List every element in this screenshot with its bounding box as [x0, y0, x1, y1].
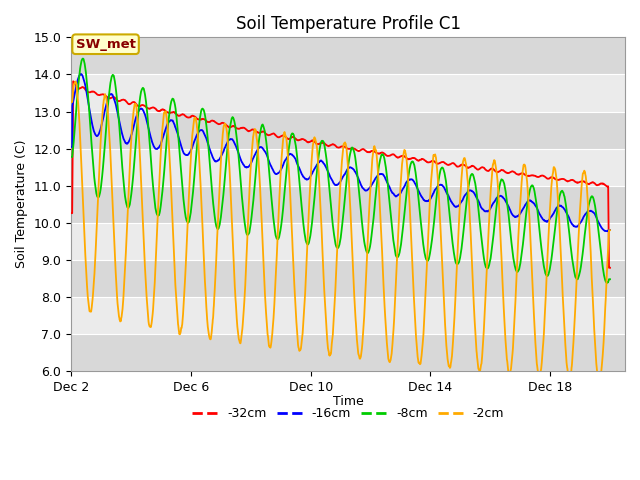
Text: SW_met: SW_met [76, 38, 136, 51]
Y-axis label: Soil Temperature (C): Soil Temperature (C) [15, 140, 28, 268]
Bar [71, 186, 625, 223]
Title: Soil Temperature Profile C1: Soil Temperature Profile C1 [236, 15, 461, 33]
Bar [71, 334, 625, 371]
Bar [71, 37, 625, 74]
Bar [71, 111, 625, 149]
Bar [71, 260, 625, 297]
Legend: -32cm, -16cm, -8cm, -2cm: -32cm, -16cm, -8cm, -2cm [187, 402, 509, 425]
X-axis label: Time: Time [333, 395, 364, 408]
